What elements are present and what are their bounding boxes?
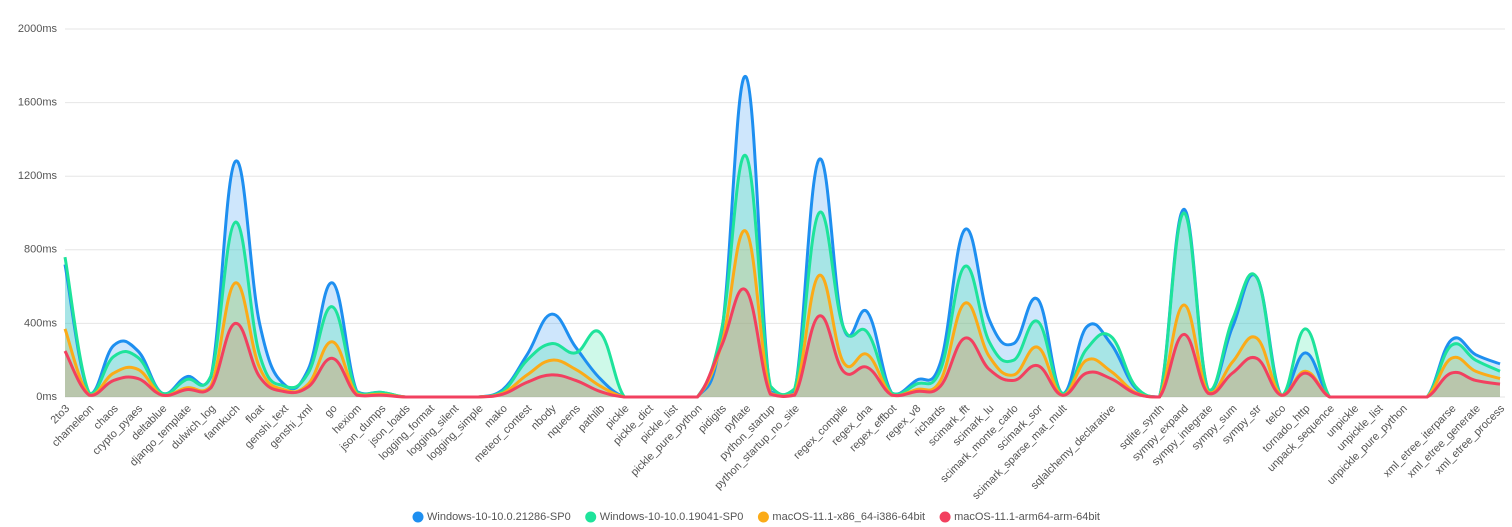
x-tick-label: pidigits: [696, 402, 729, 435]
legend-item: macOS-11.1-x86_64-i386-64bit: [757, 511, 925, 523]
lines: [63, 75, 1501, 399]
series-line: [63, 154, 1501, 399]
x-tick-label: sqlalchemy_declarative: [1029, 403, 1118, 492]
legend-marker: [412, 511, 424, 523]
legend-marker: [585, 511, 597, 523]
legend-label: macOS-11.1-x86_64-i386-64bit: [772, 511, 925, 523]
legend-label: Windows-10-10.0.21286-SP0: [427, 511, 571, 523]
series-line: [63, 229, 1501, 399]
legend-item: macOS-11.1-arm64-arm-64bit: [939, 511, 1100, 523]
y-tick-label: 1600ms: [18, 97, 58, 109]
y-tick-label: 0ms: [36, 391, 57, 403]
y-tick-label: 2000ms: [18, 23, 58, 35]
legend: Windows-10-10.0.21286-SP0 Windows-10-10.0…: [412, 511, 1100, 523]
legend-marker: [939, 511, 951, 523]
series-area: [65, 76, 1500, 397]
legend-marker: [757, 511, 769, 523]
y-tick-label: 1200ms: [18, 170, 58, 182]
legend-label: macOS-11.1-arm64-arm-64bit: [954, 511, 1100, 523]
y-tick-label: 800ms: [24, 244, 58, 256]
series-line: [63, 287, 1501, 399]
legend-item: Windows-10-10.0.19041-SP0: [585, 511, 743, 523]
series-area: [65, 230, 1500, 397]
x-tick-label: pathlib: [576, 403, 607, 434]
x-tick-label: go: [323, 403, 340, 420]
legend-label: Windows-10-10.0.19041-SP0: [600, 511, 744, 523]
areas: [65, 76, 1500, 397]
series-area: [65, 155, 1500, 397]
y-tick-label: 400ms: [24, 317, 58, 329]
legend-item: Windows-10-10.0.21286-SP0: [412, 511, 571, 523]
series-line: [63, 75, 1501, 399]
